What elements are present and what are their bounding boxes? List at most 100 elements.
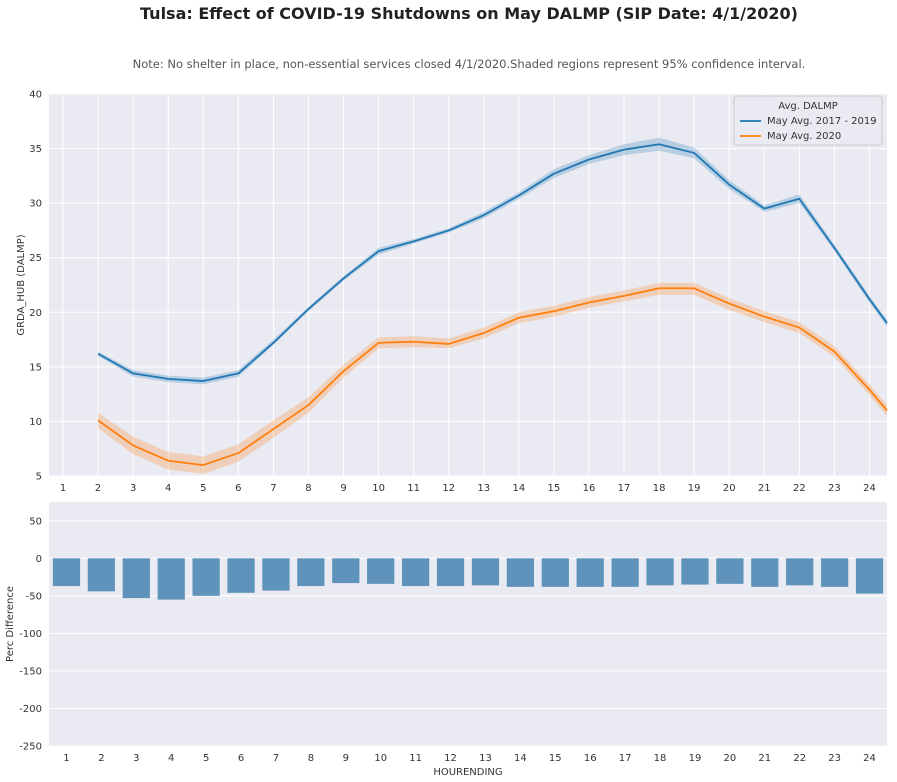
x-tick-label: 19	[689, 753, 702, 764]
y-tick-label: -150	[19, 666, 42, 677]
y-tick-label: -50	[26, 591, 42, 602]
bar	[471, 558, 500, 586]
bar	[402, 558, 430, 587]
x-tick-label: 23	[828, 483, 841, 494]
bar	[157, 558, 185, 600]
x-tick-label: 11	[407, 483, 420, 494]
x-tick-label: 17	[619, 753, 632, 764]
y-tick-label: 5	[36, 472, 42, 483]
x-tick-label: 14	[512, 483, 525, 494]
y-tick-label: 15	[29, 362, 42, 373]
x-tick-label: 16	[583, 483, 596, 494]
bar	[611, 558, 639, 587]
x-tick-label: 2	[95, 483, 101, 494]
bar	[506, 558, 534, 587]
x-tick-label: 20	[723, 483, 736, 494]
x-tick-label: 3	[130, 483, 136, 494]
x-tick-label: 24	[863, 753, 876, 764]
bar	[52, 558, 81, 587]
x-tick-label: 24	[863, 483, 876, 494]
x-tick-label: 7	[270, 483, 276, 494]
y-tick-label: -250	[19, 742, 42, 753]
bar	[751, 558, 779, 587]
x-tick-label: 23	[828, 753, 841, 764]
x-tick-label: 3	[133, 753, 139, 764]
bars	[52, 558, 884, 600]
x-tick-label: 6	[238, 753, 244, 764]
bar	[436, 558, 465, 587]
x-tick-label: 19	[688, 483, 701, 494]
x-tick-label: 4	[168, 753, 174, 764]
bar	[576, 558, 604, 587]
bar-chart-grid	[49, 520, 887, 747]
figure-note: Note: No shelter in place, non-essential…	[133, 57, 806, 71]
legend-box	[733, 95, 883, 146]
bar	[262, 558, 290, 591]
y-tick-label: -200	[19, 704, 42, 715]
x-tick-label: 15	[548, 483, 561, 494]
series-line-1	[97, 287, 888, 466]
x-tick-label: 16	[584, 753, 597, 764]
x-tick-label: 22	[793, 753, 806, 764]
x-tick-label: 13	[477, 483, 490, 494]
legend: Avg. DALMP May Avg. 2017 - 2019 May Avg.…	[733, 95, 883, 146]
x-tick-label: 14	[514, 753, 527, 764]
bar-chart-x-axis-label: HOURENDING	[433, 767, 502, 778]
series-lines	[97, 143, 888, 466]
x-tick-label: 8	[305, 483, 311, 494]
y-tick-label: -100	[19, 629, 42, 640]
x-tick-label: 13	[479, 753, 492, 764]
x-tick-label: 1	[60, 483, 66, 494]
line-chart-x-ticks: 1 2 3 4 5 6 7 8 9 10 11 12 13 14 15 16 17 18 19 20 21 22 23 24	[60, 483, 876, 494]
x-tick-label: 15	[549, 753, 562, 764]
x-tick-label: 18	[654, 753, 667, 764]
y-tick-label: 10	[29, 417, 42, 428]
legend-label-2020: May Avg. 2020	[767, 131, 841, 142]
series-line-0	[97, 143, 888, 382]
line-chart-plot-area	[49, 94, 887, 476]
x-tick-label: 12	[444, 753, 457, 764]
bar-chart-y-ticks: -250 -200 -150 -100 -50 0 50	[19, 516, 42, 752]
bar	[821, 558, 849, 587]
x-tick-label: 21	[758, 483, 771, 494]
y-tick-label: 20	[29, 308, 42, 319]
bar	[541, 558, 569, 587]
bar	[297, 558, 325, 587]
bar	[367, 558, 395, 584]
bar	[332, 558, 360, 584]
x-tick-label: 9	[343, 753, 349, 764]
bar	[192, 558, 220, 596]
bar	[855, 558, 884, 594]
bar	[227, 558, 255, 593]
x-tick-label: 5	[200, 483, 206, 494]
bar	[87, 558, 115, 592]
x-tick-label: 1	[63, 753, 69, 764]
confidence-band-1	[98, 282, 887, 474]
x-tick-label: 10	[374, 753, 387, 764]
y-tick-label: 35	[29, 144, 42, 155]
bar	[122, 558, 150, 599]
legend-title: Avg. DALMP	[778, 101, 837, 112]
figure-title: Tulsa: Effect of COVID-19 Shutdowns on M…	[140, 4, 798, 23]
y-tick-label: 30	[29, 199, 42, 210]
x-tick-label: 2	[98, 753, 104, 764]
bar	[716, 558, 744, 584]
bar	[681, 558, 709, 585]
x-tick-label: 21	[758, 753, 771, 764]
line-chart-y-ticks: 5 10 15 20 25 30 35 40	[29, 90, 42, 483]
x-tick-label: 10	[372, 483, 385, 494]
bar-chart-y-axis-label: Perc Difference	[5, 586, 16, 662]
y-tick-label: 0	[36, 554, 42, 565]
x-tick-label: 22	[793, 483, 806, 494]
x-tick-label: 6	[235, 483, 241, 494]
legend-label-2017-2019: May Avg. 2017 - 2019	[767, 116, 877, 127]
bar-chart-plot-area	[49, 502, 887, 746]
x-tick-label: 8	[308, 753, 314, 764]
x-tick-label: 11	[409, 753, 422, 764]
x-tick-label: 17	[618, 483, 631, 494]
bar	[646, 558, 674, 586]
bar	[786, 558, 814, 586]
